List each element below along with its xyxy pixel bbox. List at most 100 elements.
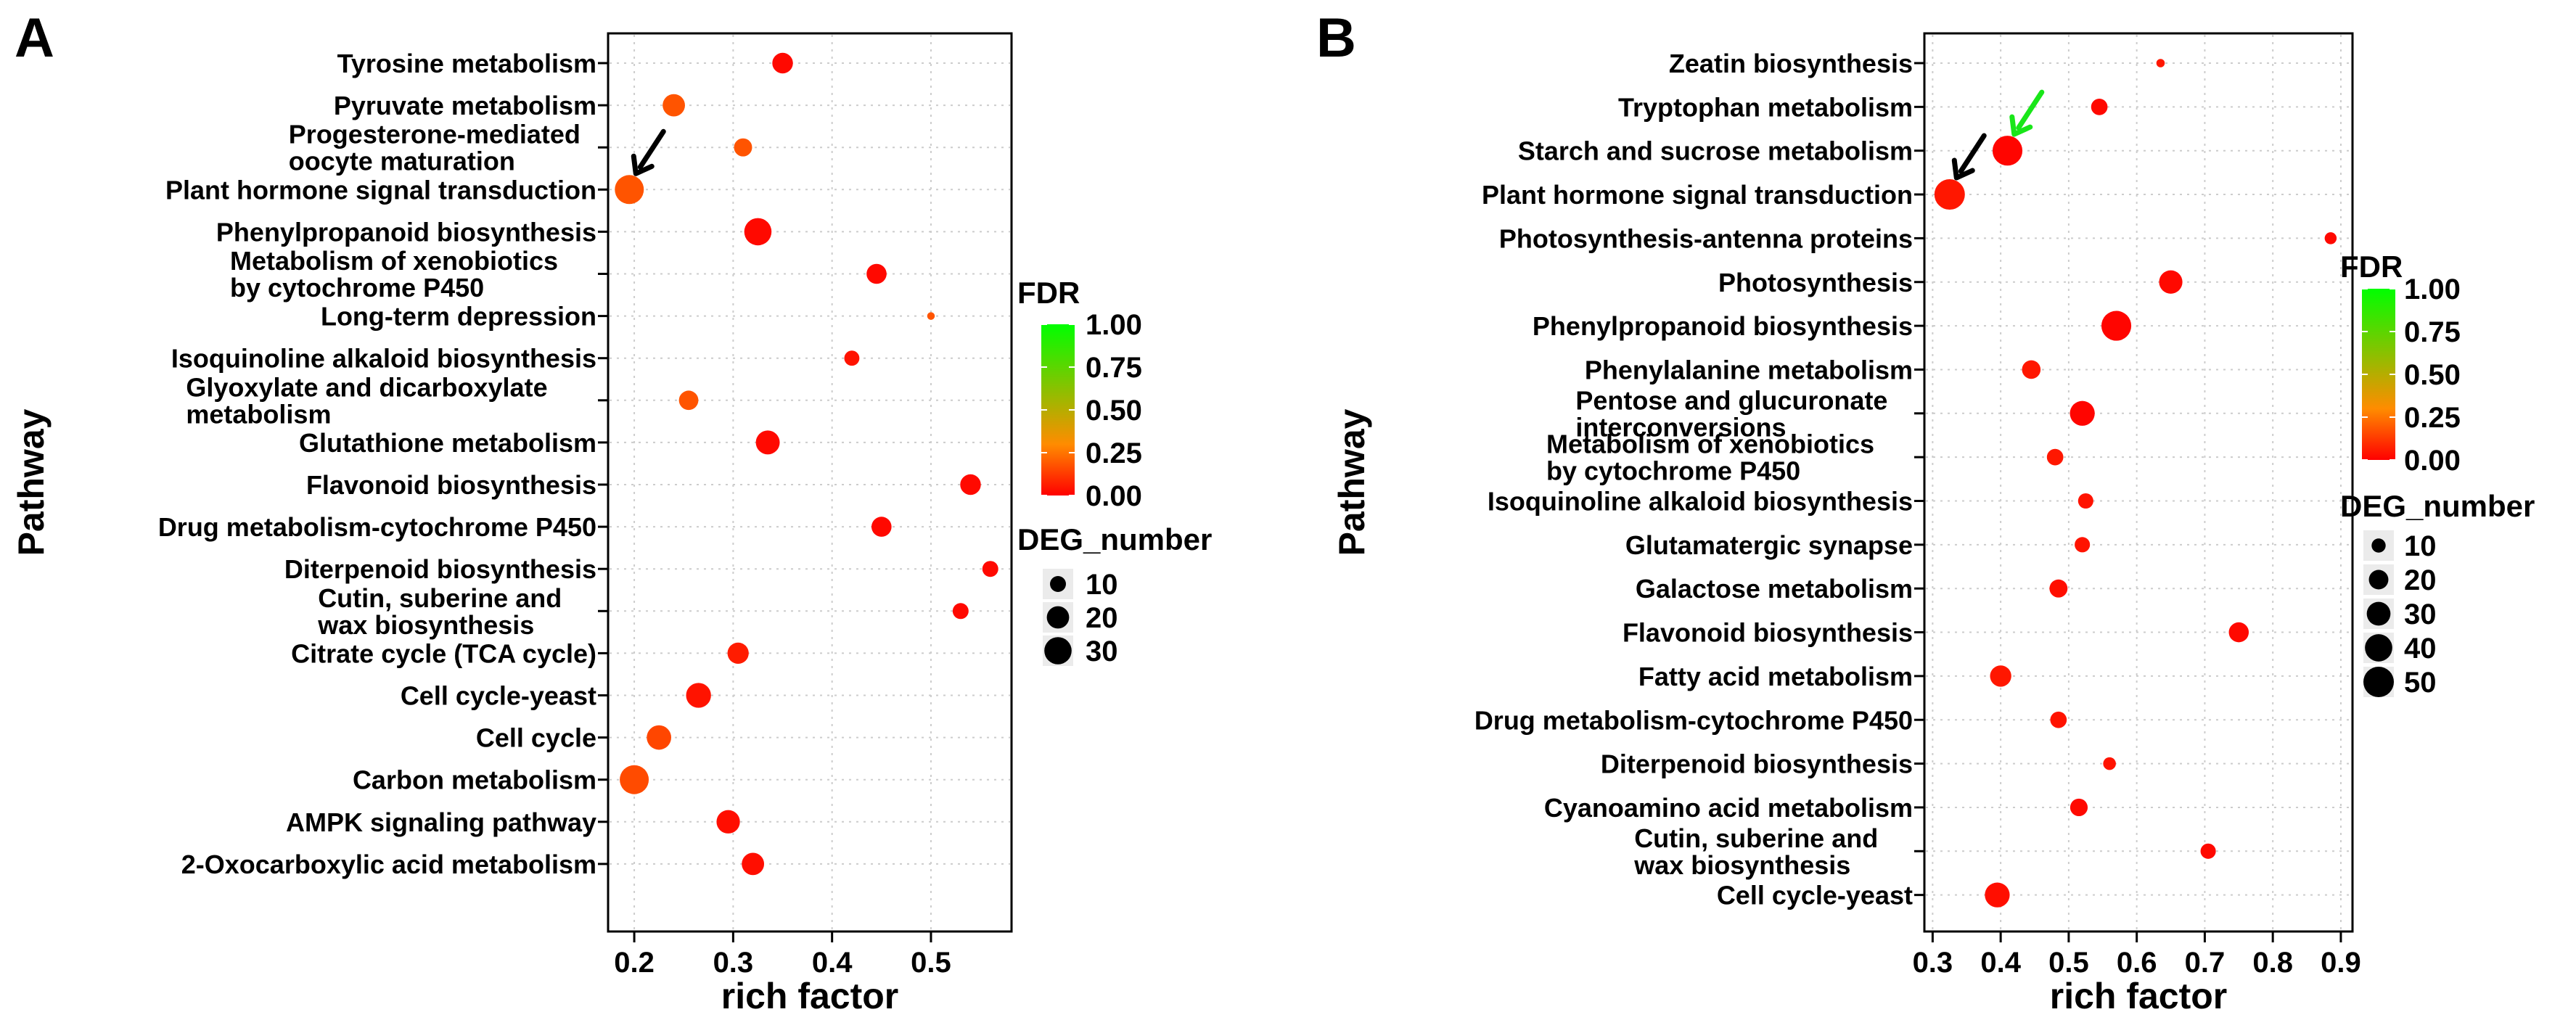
panel-a-fdr-legend-title: FDR (1017, 276, 1080, 310)
panel-a-x-tick-label: 0.5 (911, 947, 951, 979)
panel-a-point (686, 683, 711, 708)
panel-a-x-tick-label: 0.3 (713, 947, 754, 979)
panel-a-y-axis-title: Pathway (11, 408, 52, 556)
panel-a-category-labels: Tyrosine metabolism Pyruvate metabolismPr… (158, 49, 608, 879)
panel-a-point (866, 263, 887, 284)
panel-a-arrow-head (631, 153, 655, 176)
panel-a-point (772, 52, 793, 74)
panel-a-point (952, 603, 969, 620)
panel-a-point (678, 390, 699, 411)
panel-a-point (742, 852, 765, 876)
panel-a-fdr-tick-label: 0.00 (1086, 480, 1142, 512)
panel-b-size-key-label: 50 (2404, 667, 2437, 699)
panel-a-category-label: Tyrosine metabolism (337, 49, 596, 78)
panel-a-gridlines (610, 35, 1010, 930)
panel-b-category-label: Diterpenoid biosynthesis (1601, 749, 1913, 779)
panel-b-point (2324, 232, 2337, 244)
panel-b-point (2075, 537, 2091, 553)
panel-b-category-label: Drug metabolism-cytochrome P450 (1474, 705, 1913, 735)
panel-b-letter: B (1316, 7, 1356, 69)
panel-b-point (1934, 179, 1965, 210)
panel-a-point (734, 138, 752, 157)
panel-b-plot-area (1923, 32, 2354, 933)
panel-b-category-label: Cutin, suberine and wax biosynthesis (1633, 823, 1878, 880)
panel-b-category-label: Fatty acid metabolism (1638, 662, 1913, 691)
panel-a-fdr-ticks: 1.00 0.75 0.50 0.25 0.00 (1041, 309, 1142, 512)
panel-b-point (2046, 448, 2064, 466)
panel-a-point (744, 218, 772, 246)
panel-b-y-axis-title: Pathway (1332, 408, 1372, 556)
panel-b-category-label: Cyanoamino acid metabolism (1544, 793, 1913, 823)
panel-a-letter: A (15, 7, 54, 69)
panel-a-fdr-tick-label: 0.75 (1086, 352, 1142, 384)
panel-a-point (727, 642, 749, 665)
panel-a-point (755, 430, 780, 455)
panel-b-gridlines (1926, 35, 2351, 930)
panel-b-size-key-label: 20 (2404, 564, 2437, 596)
panel-a-category-label: Isoquinoline alkaloid biosynthesis (171, 344, 596, 374)
panel-b-point (2049, 579, 2068, 598)
panel-a-point (716, 810, 740, 834)
panel-b-arrow-shaft (1958, 133, 1987, 174)
panel-a-annotations (631, 128, 666, 176)
panel-b-x-tick-label: 0.9 (2321, 947, 2361, 979)
panel-b-size-key-dot (2366, 601, 2391, 626)
panel-a: A Tyrosine metabolism Pyruvate metabolism… (11, 7, 1212, 1016)
panel-b-x-tick-label: 0.3 (1913, 947, 1953, 979)
panel-b-x-tick-label: 0.4 (1980, 947, 2021, 979)
panel-b-point (2200, 843, 2216, 859)
panel-a-category-label: Citrate cycle (TCA cycle) (291, 638, 596, 668)
panel-b-category-label: Isoquinoline alkaloid biosynthesis (1488, 487, 1913, 517)
panel-b-x-tick-label: 0.5 (2048, 947, 2089, 979)
panel-b-fdr-tick-label: 0.25 (2404, 402, 2461, 434)
panel-b-size-key-label: 30 (2404, 599, 2437, 630)
panel-b-category-label: Flavonoid biosynthesis (1623, 618, 1913, 648)
panel-b-fdr-ticks: 1.00 0.75 0.50 0.25 0.00 (2362, 273, 2461, 477)
panel-a-size-key-label: 20 (1086, 602, 1118, 634)
panel-a-category-label: Drug metabolism-cytochrome P450 (158, 512, 596, 542)
panel-b-x-tick-label: 0.7 (2185, 947, 2226, 979)
panel-b-point (2159, 270, 2183, 294)
panel-b-point (2228, 622, 2249, 643)
panel-a-category-label: Glutathione metabolism (299, 428, 596, 458)
panel-b-point (2070, 798, 2088, 817)
panel-a-point (647, 725, 671, 750)
panel-b-x-tick-label: 0.6 (2117, 947, 2157, 979)
panel-a-size-key-dot (1050, 576, 1066, 592)
panel-a-x-ticks: 0.2 0.3 0.4 0.5 (614, 932, 951, 979)
panel-b-x-tick-label: 0.8 (2252, 947, 2293, 979)
panel-a-category-label: Flavonoid biosynthesis (306, 470, 596, 500)
panel-b-size-key-dot (2368, 569, 2389, 590)
panel-a-point (982, 561, 998, 577)
panel-a-category-label: Cutin, suberine and wax biosynthesis (317, 583, 562, 640)
panel-b-arrow-shaft (2016, 89, 2045, 131)
panel-a-x-tick-label: 0.2 (614, 947, 655, 979)
panel-b-x-axis-title: rich factor (2050, 976, 2228, 1016)
panel-a-arrow-shaft (637, 128, 666, 170)
panel-a-fdr-tick-label: 0.50 (1086, 395, 1142, 427)
panel-b-category-label: Cell cycle-yeast (1717, 881, 1913, 910)
panel-a-category-label: AMPK signaling pathway (286, 807, 596, 837)
panel-a-category-label: Glyoxylate and dicarboxylate metabolism (186, 372, 547, 429)
panel-b: B Zeatin biosynthesis Tryptophan metaboli… (1316, 7, 2535, 1016)
panel-a-points (615, 52, 998, 876)
panel-b-point (2050, 711, 2067, 728)
panel-a-x-tick-label: 0.4 (812, 947, 853, 979)
panel-b-point (2070, 400, 2095, 426)
panel-b-point (1992, 136, 2023, 166)
panel-a-category-label: Diterpenoid biosynthesis (284, 554, 596, 584)
panel-a-category-label: Carbon metabolism (353, 765, 596, 795)
panel-b-size-key-dot (2365, 634, 2392, 662)
panel-b-point (2077, 493, 2093, 509)
panel-b-size-key-dot (2363, 667, 2394, 697)
panel-b-point (1990, 665, 2011, 687)
panel-b-category-label: Phenylalanine metabolism (1585, 355, 1913, 384)
panel-a-category-label: 2-Oxocarboxylic acid metabolism (181, 850, 596, 879)
panel-b-point (2022, 360, 2041, 379)
panel-b-fdr-tick-label: 1.00 (2404, 273, 2461, 305)
panel-a-fdr-legend: FDR 1.00 0.75 0.50 0.25 0.00 (1017, 276, 1142, 512)
